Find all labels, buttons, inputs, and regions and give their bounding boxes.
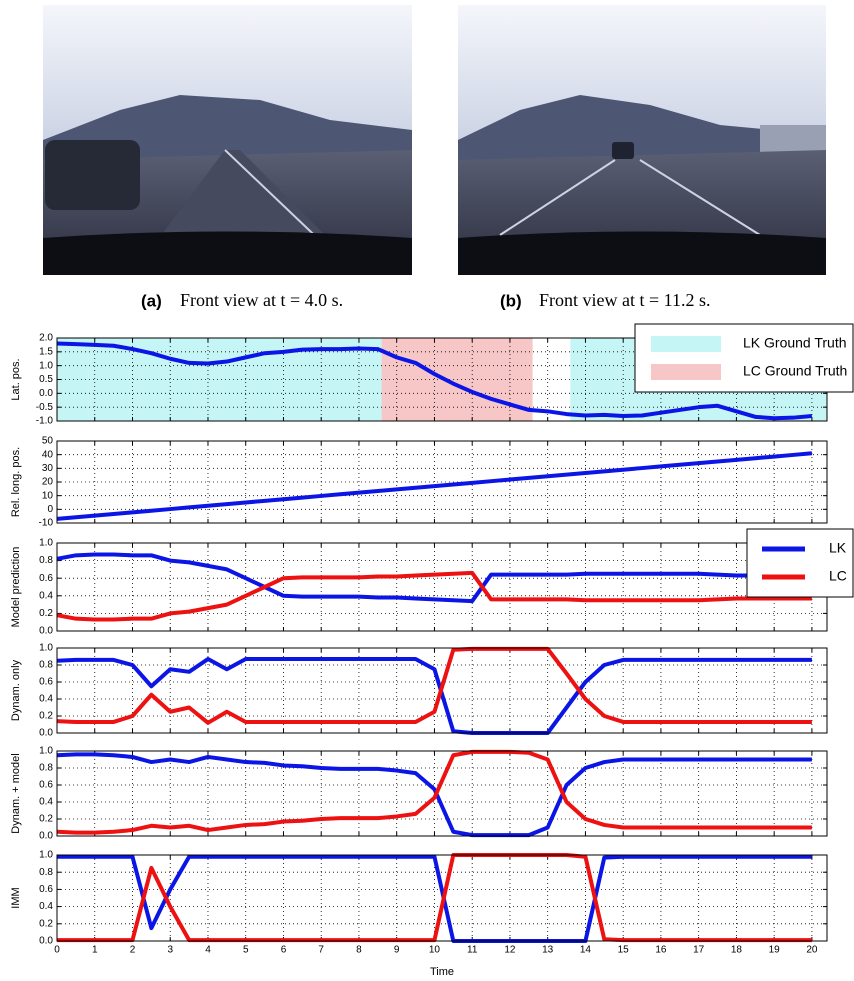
- y-tick-label: 1.0: [39, 643, 53, 654]
- photo-a: [43, 5, 412, 275]
- plot-frame: [56, 647, 828, 734]
- data-line: [56, 646, 812, 725]
- x-tick-label: 20: [806, 945, 818, 956]
- span: [57, 338, 382, 421]
- y-tick-label: 0.6: [39, 780, 53, 791]
- data-line: [56, 749, 812, 835]
- y-tick-label: -10: [39, 518, 54, 529]
- y-tick-label: 30: [42, 463, 54, 474]
- x-tick-label: 4: [205, 945, 211, 956]
- legend-box: [746, 528, 854, 598]
- x-tick-label: 15: [618, 945, 630, 956]
- data-line: [56, 570, 812, 622]
- y-tick-label: 0.2: [39, 918, 53, 929]
- x-tick-label: 7: [318, 945, 324, 956]
- x-tick-label: 16: [655, 945, 667, 956]
- data-line: [56, 552, 812, 604]
- y-tick-label: 0.6: [39, 677, 53, 688]
- y-tick-label: 2.0: [39, 333, 53, 344]
- legend-box: [634, 323, 854, 393]
- y-tick-label: -0.5: [36, 402, 54, 413]
- y-tick-label: 0.2: [39, 608, 53, 619]
- x-tick-label: 12: [504, 945, 516, 956]
- y-axis-label: IMM: [10, 887, 22, 908]
- legend-swatch: [651, 364, 721, 380]
- y-axis-label: Rel. long. pos.: [10, 447, 22, 517]
- y-tick-label: 0.4: [39, 590, 53, 601]
- x-tick-label: 11: [467, 945, 478, 956]
- plot-frame: [56, 542, 828, 632]
- y-tick-label: 0.0: [39, 936, 53, 947]
- caption-text: Front view at t = 11.2 s.: [539, 290, 710, 310]
- y-tick-label: 0.4: [39, 694, 53, 705]
- y-tick-label: 0: [47, 504, 53, 515]
- y-tick-label: 0.8: [39, 555, 53, 566]
- data-line: [56, 657, 812, 735]
- y-tick-label: 0.2: [39, 711, 53, 722]
- legend-swatch: [651, 336, 721, 352]
- legend-label: LC Ground Truth: [743, 363, 847, 379]
- caption-label: (a): [141, 291, 162, 310]
- data-line: [57, 853, 812, 943]
- plot-frame: [56, 854, 828, 942]
- y-tick-label: 1.5: [39, 346, 53, 357]
- y-tick-label: 0.6: [39, 884, 53, 895]
- x-tick-label: 3: [167, 945, 173, 956]
- y-tick-label: 1.0: [39, 746, 53, 757]
- x-tick-label: 8: [356, 945, 362, 956]
- y-tick-label: 0.8: [39, 763, 53, 774]
- y-tick-label: 1.0: [39, 850, 53, 861]
- y-tick-label: 0.0: [39, 728, 53, 739]
- legend-label: LK: [829, 540, 847, 556]
- data-line: [57, 854, 812, 943]
- y-tick-label: 0.6: [39, 573, 53, 584]
- y-tick-label: 1.0: [39, 538, 53, 549]
- y-axis-label: Model prediction: [10, 547, 22, 628]
- y-tick-label: 0.0: [39, 626, 53, 637]
- data-line: [56, 752, 812, 838]
- y-tick-label: 0.8: [39, 867, 53, 878]
- x-tick-label: 9: [394, 945, 400, 956]
- x-tick-label: 18: [731, 945, 743, 956]
- y-tick-label: -1.0: [36, 416, 54, 427]
- y-tick-label: 50: [42, 436, 54, 447]
- y-tick-label: 1.0: [39, 360, 53, 371]
- x-axis-label: Time: [430, 966, 454, 978]
- y-axis-label: Dynam. only: [10, 659, 22, 721]
- data-line: [56, 451, 813, 521]
- caption-text: Front view at t = 4.0 s.: [180, 290, 343, 310]
- y-tick-label: 10: [42, 490, 54, 501]
- y-tick-label: 0.4: [39, 901, 53, 912]
- y-tick-label: 0.0: [39, 388, 53, 399]
- legend-label: LC: [829, 568, 847, 584]
- caption-label: (b): [500, 291, 522, 310]
- x-tick-label: 10: [429, 945, 441, 956]
- y-tick-label: 0.2: [39, 814, 53, 825]
- data-line: [56, 341, 813, 421]
- photo-b: [458, 5, 826, 275]
- x-tick-label: 13: [542, 945, 554, 956]
- x-tick-label: 19: [769, 945, 781, 956]
- y-tick-label: 0.0: [39, 831, 53, 842]
- x-tick-label: 2: [130, 945, 136, 956]
- x-tick-label: 5: [243, 945, 249, 956]
- y-tick-label: 20: [42, 477, 54, 488]
- x-tick-label: 17: [693, 945, 705, 956]
- x-tick-label: 14: [580, 945, 592, 956]
- plot-frame: [56, 750, 828, 837]
- y-tick-label: 40: [42, 449, 54, 460]
- plot-frame: [56, 440, 828, 524]
- x-tick-label: 1: [92, 945, 98, 956]
- x-tick-label: 6: [281, 945, 287, 956]
- y-tick-label: 0.4: [39, 797, 53, 808]
- y-tick-label: 0.5: [39, 374, 53, 385]
- y-axis-label: Lat. pos.: [10, 358, 22, 400]
- legend-label: LK Ground Truth: [743, 335, 847, 351]
- y-axis-label: Dynam. + model: [10, 753, 22, 833]
- x-tick-label: 0: [54, 945, 60, 956]
- y-tick-label: 0.8: [39, 660, 53, 671]
